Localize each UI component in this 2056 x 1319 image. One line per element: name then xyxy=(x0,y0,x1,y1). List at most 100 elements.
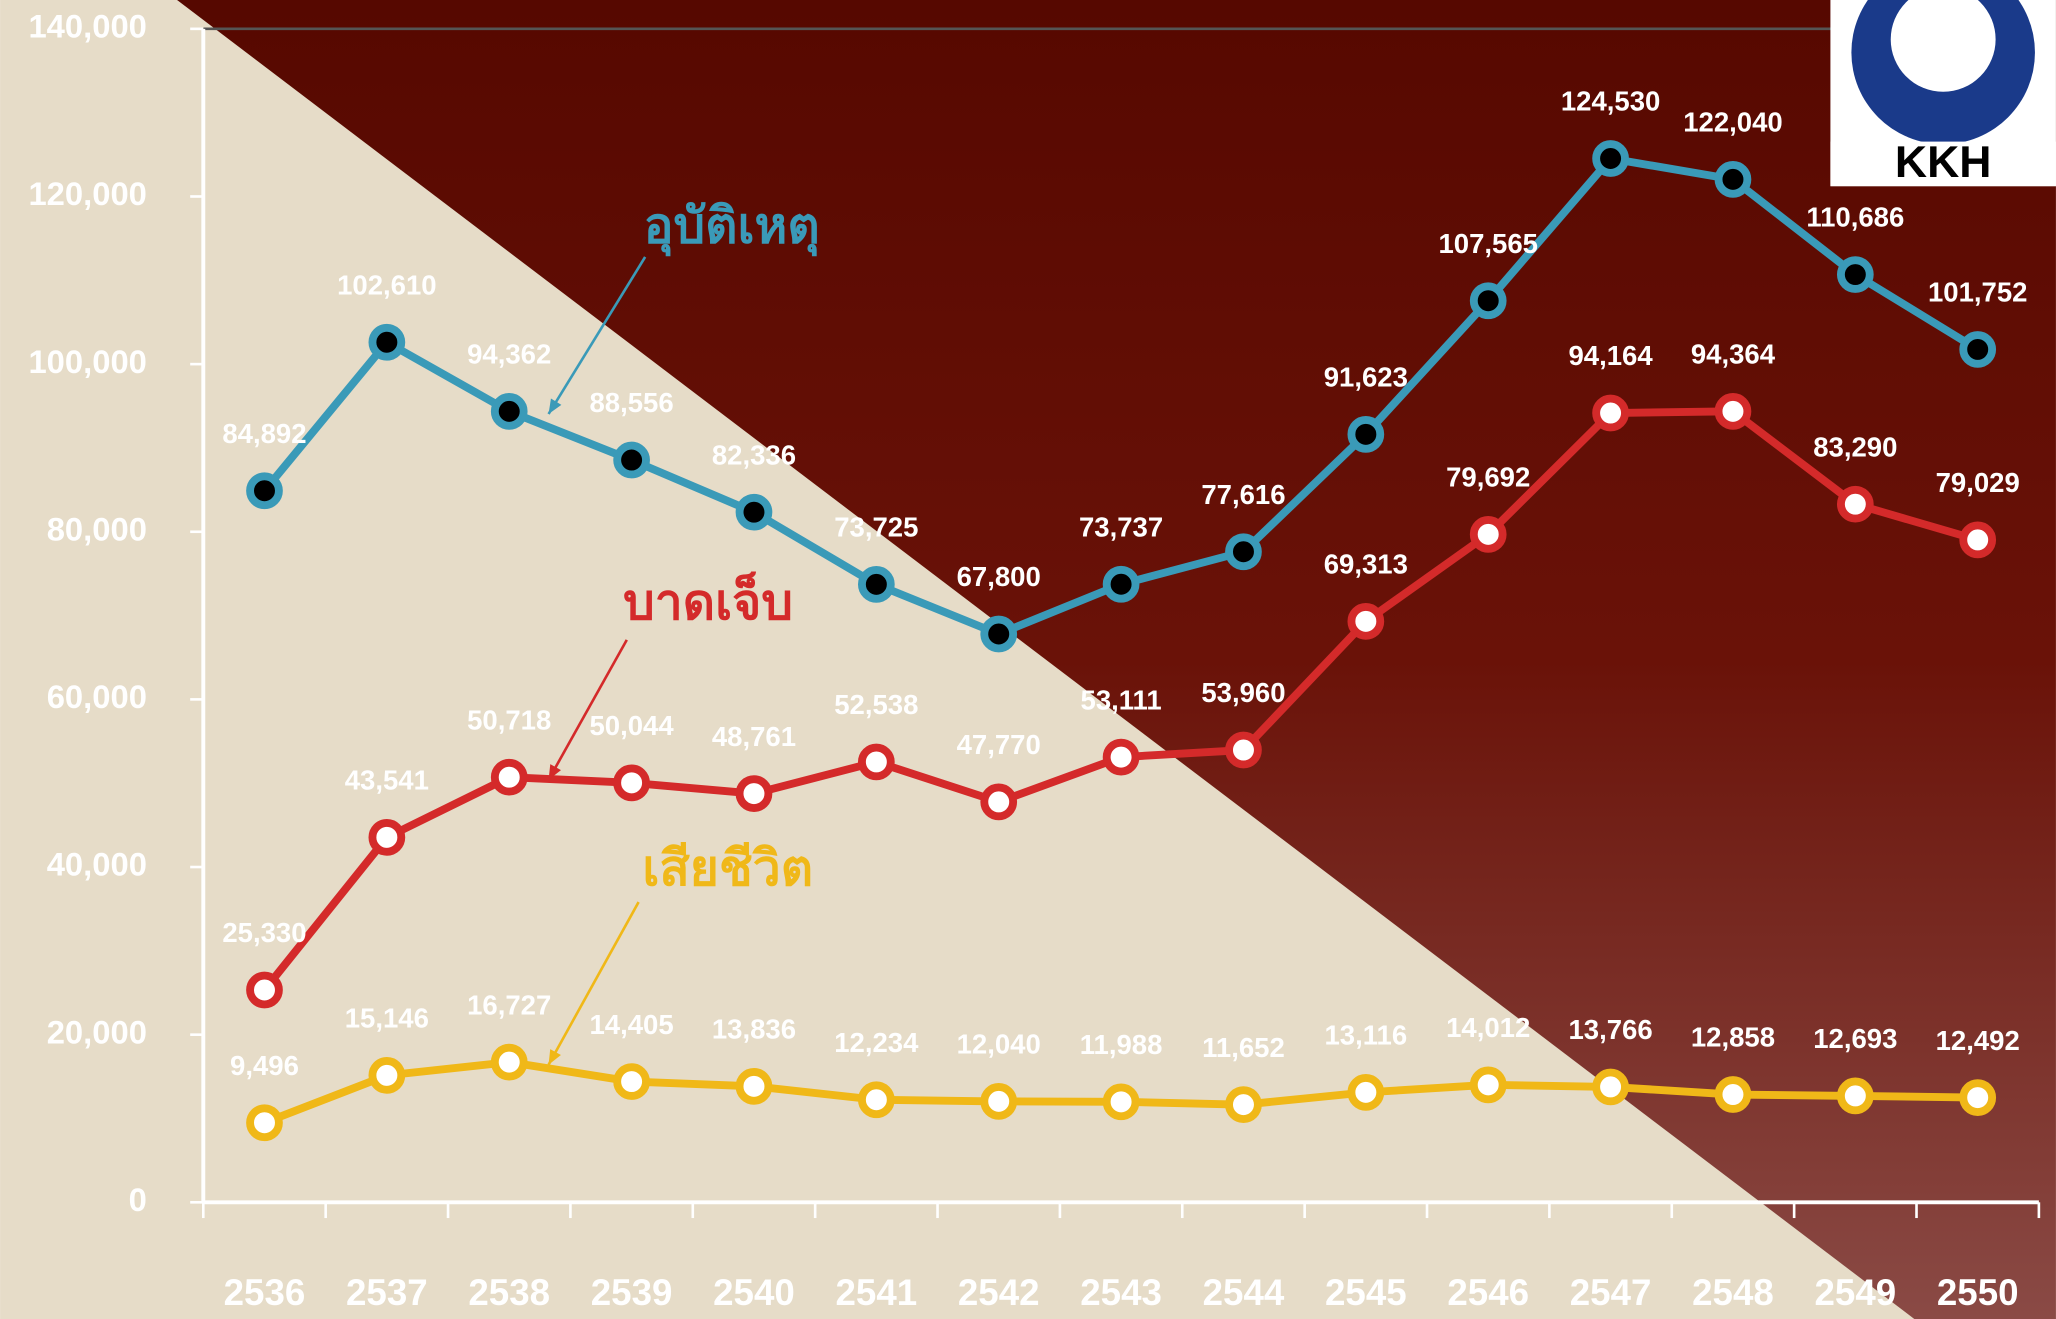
data-label: 16,727 xyxy=(467,989,551,1020)
y-tick-label: 60,000 xyxy=(47,678,147,715)
annotation-arrow xyxy=(547,901,640,1066)
point-marker xyxy=(1836,1077,1874,1115)
data-label: 12,234 xyxy=(834,1027,919,1058)
arrow-head xyxy=(548,398,562,414)
x-tick-label: 2541 xyxy=(836,1272,918,1313)
data-label: 50,044 xyxy=(590,710,675,741)
point-marker xyxy=(368,323,406,361)
point-marker xyxy=(1225,1086,1262,1123)
point-marker xyxy=(246,1104,283,1142)
data-label: 94,362 xyxy=(467,339,551,370)
series-name: เสียชีวิต xyxy=(642,840,813,896)
data-label: 101,752 xyxy=(1928,277,2027,308)
data-label: 82,336 xyxy=(712,439,796,470)
logo-text: KKH xyxy=(1895,138,1992,187)
point-marker xyxy=(613,441,650,479)
point-marker xyxy=(613,764,650,802)
data-label: 14,012 xyxy=(1446,1012,1530,1043)
data-label: 79,692 xyxy=(1446,462,1530,493)
x-tick-label: 2549 xyxy=(1814,1272,1896,1313)
data-label: 25,330 xyxy=(222,917,306,948)
point-marker xyxy=(1592,1068,1629,1106)
data-label: 13,836 xyxy=(712,1014,796,1045)
point-marker xyxy=(1102,738,1140,776)
point-marker xyxy=(1225,731,1262,769)
y-tick-label: 140,000 xyxy=(28,8,146,45)
data-label: 52,538 xyxy=(834,689,918,720)
data-label: 13,116 xyxy=(1325,1020,1408,1051)
data-label: 84,892 xyxy=(222,418,306,449)
logo-center xyxy=(1890,0,1996,92)
arrow-head xyxy=(548,764,561,780)
data-label: 13,766 xyxy=(1568,1014,1652,1045)
logo: KKH xyxy=(1830,0,2056,187)
point-marker xyxy=(1225,533,1262,571)
point-marker xyxy=(1959,1079,1997,1116)
data-label: 122,040 xyxy=(1683,107,1782,138)
data-label: 102,610 xyxy=(337,269,436,300)
data-label: 12,492 xyxy=(1936,1025,2020,1056)
point-marker xyxy=(1347,602,1385,640)
x-tick-label: 2550 xyxy=(1937,1272,2019,1313)
data-label: 53,111 xyxy=(1081,684,1162,715)
data-label: 91,623 xyxy=(1324,362,1408,393)
data-label: 11,988 xyxy=(1080,1029,1163,1060)
point-marker xyxy=(246,971,283,1009)
y-tick-label: 0 xyxy=(129,1181,147,1218)
point-marker xyxy=(1836,485,1874,523)
data-label: 107,565 xyxy=(1438,228,1537,259)
point-marker xyxy=(857,565,895,603)
x-tick-label: 2542 xyxy=(958,1272,1040,1313)
point-marker xyxy=(1469,1066,1507,1104)
data-label: 88,556 xyxy=(590,387,674,418)
point-marker xyxy=(368,818,406,856)
y-tick-label: 40,000 xyxy=(47,846,147,883)
x-tick-label: 2543 xyxy=(1080,1272,1162,1313)
data-label: 124,530 xyxy=(1561,86,1660,117)
x-tick-label: 2536 xyxy=(224,1272,306,1313)
point-marker xyxy=(1836,256,1874,293)
x-tick-label: 2537 xyxy=(346,1272,428,1313)
x-tick-label: 2540 xyxy=(713,1272,795,1313)
point-marker xyxy=(490,1043,528,1081)
point-marker xyxy=(1102,565,1140,603)
data-label: 14,405 xyxy=(590,1009,674,1040)
point-marker xyxy=(490,393,528,430)
x-tick-label: 2545 xyxy=(1325,1272,1407,1313)
data-label: 53,960 xyxy=(1201,677,1285,708)
point-marker xyxy=(735,775,773,812)
point-marker xyxy=(1347,415,1385,453)
point-marker xyxy=(1102,1083,1140,1121)
data-label: 9,496 xyxy=(230,1050,299,1081)
point-marker xyxy=(1469,282,1507,320)
data-label: 83,290 xyxy=(1813,431,1897,462)
point-marker xyxy=(980,783,1018,821)
y-tick-label: 100,000 xyxy=(28,343,146,380)
data-label: 110,686 xyxy=(1806,202,1904,233)
point-marker xyxy=(857,1081,895,1119)
annotation-arrow xyxy=(547,639,628,781)
x-tick-label: 2548 xyxy=(1692,1272,1774,1313)
data-label: 50,718 xyxy=(467,704,551,735)
logo-band xyxy=(1830,141,2056,187)
x-tick-label: 2544 xyxy=(1203,1272,1285,1313)
x-tick-label: 2547 xyxy=(1570,1272,1652,1313)
x-tick-label: 2539 xyxy=(591,1272,673,1313)
data-label: 15,146 xyxy=(345,1003,429,1034)
y-tick-label: 120,000 xyxy=(28,175,146,212)
data-label: 73,725 xyxy=(834,512,918,543)
point-marker xyxy=(735,493,773,531)
y-tick-label: 80,000 xyxy=(47,510,147,547)
data-label: 48,761 xyxy=(712,721,796,752)
point-marker xyxy=(1714,161,1752,198)
data-label: 67,800 xyxy=(957,561,1041,592)
point-marker xyxy=(735,1067,773,1105)
x-tick-label: 2546 xyxy=(1447,1272,1529,1313)
data-label: 12,040 xyxy=(957,1029,1041,1060)
point-marker xyxy=(1714,1076,1752,1113)
data-label: 12,858 xyxy=(1691,1022,1775,1053)
data-label: 11,652 xyxy=(1202,1032,1285,1063)
arrow-head xyxy=(548,1049,561,1065)
series-name: อุบัติเหตุ xyxy=(644,198,820,257)
